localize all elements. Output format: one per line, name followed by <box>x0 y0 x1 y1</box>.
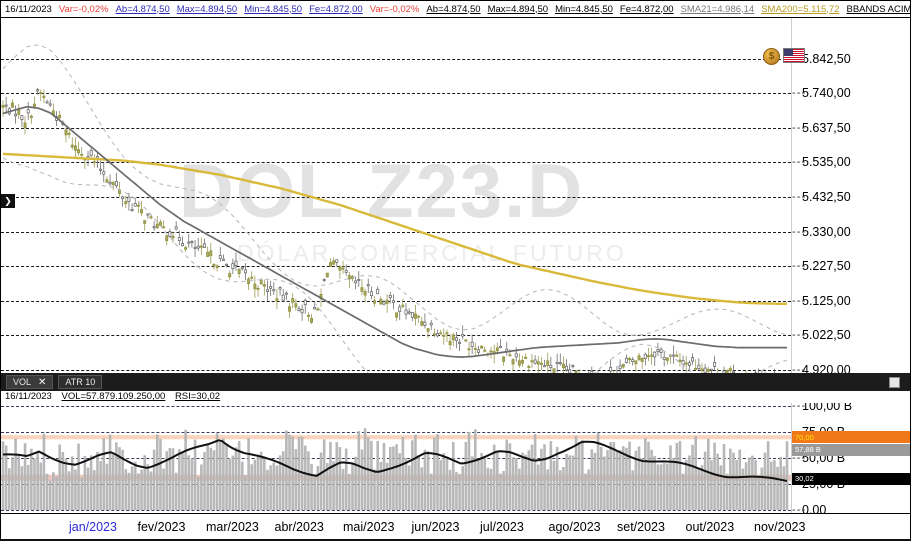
indicator-volume: VOL=57.879.109.250,00 <box>61 391 166 402</box>
axis-tick-dashes: - - - <box>792 403 805 412</box>
axis-tick-dashes: - - - <box>792 363 805 373</box>
indicator-plot-area[interactable] <box>1 403 791 513</box>
price-axis-label: 5.125,00 <box>802 293 851 308</box>
axis-tick-dashes: - - - <box>792 294 805 307</box>
axis-tick-dashes: - - - <box>792 87 805 100</box>
indicator-tab-bar[interactable]: VOL ✕ ATR 10 <box>1 373 910 391</box>
indicator-rsi: RSI=30,02 <box>174 391 221 402</box>
indicator-sma200: SMA200=5.115,72 <box>761 3 840 15</box>
date-axis-label: fev/2023 <box>137 520 186 534</box>
date-axis-label: mai/2023 <box>343 520 395 534</box>
gridline <box>1 335 791 337</box>
tab-vol[interactable]: VOL ✕ <box>6 375 54 389</box>
us-flag-icon <box>783 48 805 63</box>
price-axis-label: 5.022,50 <box>802 328 851 343</box>
date-axis-label: out/2023 <box>685 520 735 534</box>
maximize-pane-button[interactable] <box>889 376 900 388</box>
price-axis-label: 5.432,50 <box>802 189 851 204</box>
tab-atr[interactable]: ATR 10 <box>58 375 103 389</box>
axis-tick-dashes: - - - <box>792 190 805 203</box>
quote-max-1: Max=4.894,50 <box>176 3 238 15</box>
date-axis[interactable]: jan/2023 fev/2023 mar/2023 abr/2023 mai/2023… <box>1 513 910 541</box>
gridline <box>1 196 791 198</box>
axis-tick-dashes: - - - <box>792 225 805 238</box>
quote-var-1: Var=-0,02% <box>58 3 109 15</box>
price-pane[interactable]: DOL Z23.D DÓLAR COMERCIAL FUTURO ❯ 5.842… <box>1 18 910 373</box>
price-axis-label: 5.842,50 <box>802 51 851 66</box>
indicator-sma21: SMA21=4.986,14 <box>680 3 755 15</box>
quote-min-2: Min=4.845,50 <box>555 3 613 15</box>
quote-var-2: Var=-0,02% <box>369 3 420 15</box>
dollar-coin-icon: $ <box>763 48 780 65</box>
date-axis-label: nov/2023 <box>754 520 806 534</box>
date-axis-label: mar/2023 <box>206 520 259 534</box>
axis-tick-dashes: - - - <box>792 504 805 513</box>
quote-close-2: Fe=4.872,00 <box>619 3 674 15</box>
volume-axis-label: 100,00 B <box>802 403 853 413</box>
price-axis-label: 5.637,50 <box>802 120 851 135</box>
quote-open-2: Ab=4.874,50 <box>426 3 481 15</box>
date-axis-label: jan/2023 <box>69 520 117 534</box>
tab-atr-label: ATR 10 <box>65 377 96 387</box>
indicator-pane[interactable]: 16/11/2023 VOL=57.879.109.250,00 RSI=30,… <box>1 391 910 513</box>
quote-info-bar: 16/11/2023 Var=-0,02% Ab=4.874,50 Max=4.… <box>1 1 910 18</box>
axis-tick-dashes: - - - <box>792 121 805 134</box>
quote-close-1: Fe=4.872,00 <box>309 3 363 15</box>
price-cursor-marker: ❯ <box>1 194 15 208</box>
indicator-value-badge: 30,02 <box>792 472 910 485</box>
axis-tick-dashes: - - - <box>792 156 805 169</box>
indicator-info-bar: 16/11/2023 VOL=57.879.109.250,00 RSI=30,… <box>5 391 227 402</box>
date-axis-label: ago/2023 <box>548 520 601 534</box>
gridline <box>1 300 791 302</box>
price-axis-label: 5.227,50 <box>802 259 851 274</box>
price-axis[interactable]: 5.842,50- - -5.740,00- - -5.637,50- - -5… <box>791 18 910 373</box>
volume-axis-label: 0,00 <box>802 503 827 513</box>
close-icon[interactable]: ✕ <box>38 376 47 388</box>
date-axis-label: set/2023 <box>617 520 665 534</box>
gridline <box>1 127 791 129</box>
gridline <box>1 369 791 371</box>
quote-min-1: Min=4.845,50 <box>244 3 303 15</box>
indicator-gridline <box>1 432 791 433</box>
indicator-date: 16/11/2023 <box>5 391 52 402</box>
price-axis-label: 5.535,00 <box>802 155 851 170</box>
tab-vol-label: VOL <box>13 377 32 387</box>
gridline <box>1 58 791 60</box>
gridline <box>1 231 791 233</box>
quote-date: 16/11/2023 <box>5 3 52 15</box>
price-axis-label: 4.920,00 <box>802 362 851 373</box>
indicator-axis[interactable]: 100,00 B- - -75,00 B- - -50,00 B- - -25,… <box>791 403 910 513</box>
volume-rsi-svg <box>1 428 791 510</box>
gridline <box>1 266 791 268</box>
price-axis-label: 5.740,00 <box>802 86 851 101</box>
price-plot-area[interactable]: DOL Z23.D DÓLAR COMERCIAL FUTURO ❯ <box>1 18 791 373</box>
gridline <box>1 162 791 164</box>
indicator-value-badge: 57,88 B <box>792 443 910 456</box>
indicator-bbands-upper: BBANDS ACIMA=5.139,92 <box>846 3 910 15</box>
date-axis-label: jun/2023 <box>411 520 460 534</box>
price-series-svg <box>1 44 788 373</box>
axis-tick-dashes: - - - <box>792 329 805 342</box>
indicator-gridline <box>1 406 791 407</box>
quote-max-2: Max=4.894,50 <box>487 3 549 15</box>
indicator-gridline <box>1 510 791 511</box>
window-bottom-bar <box>1 539 910 541</box>
quote-open-1: Ab=4.874,50 <box>115 3 170 15</box>
date-axis-label: jul/2023 <box>480 520 524 534</box>
gridline <box>1 93 791 95</box>
indicator-value-badge: 70,00 <box>792 431 910 444</box>
price-axis-label: 5.330,00 <box>802 224 851 239</box>
date-axis-label: abr/2023 <box>274 520 324 534</box>
axis-tick-dashes: - - - <box>792 260 805 273</box>
